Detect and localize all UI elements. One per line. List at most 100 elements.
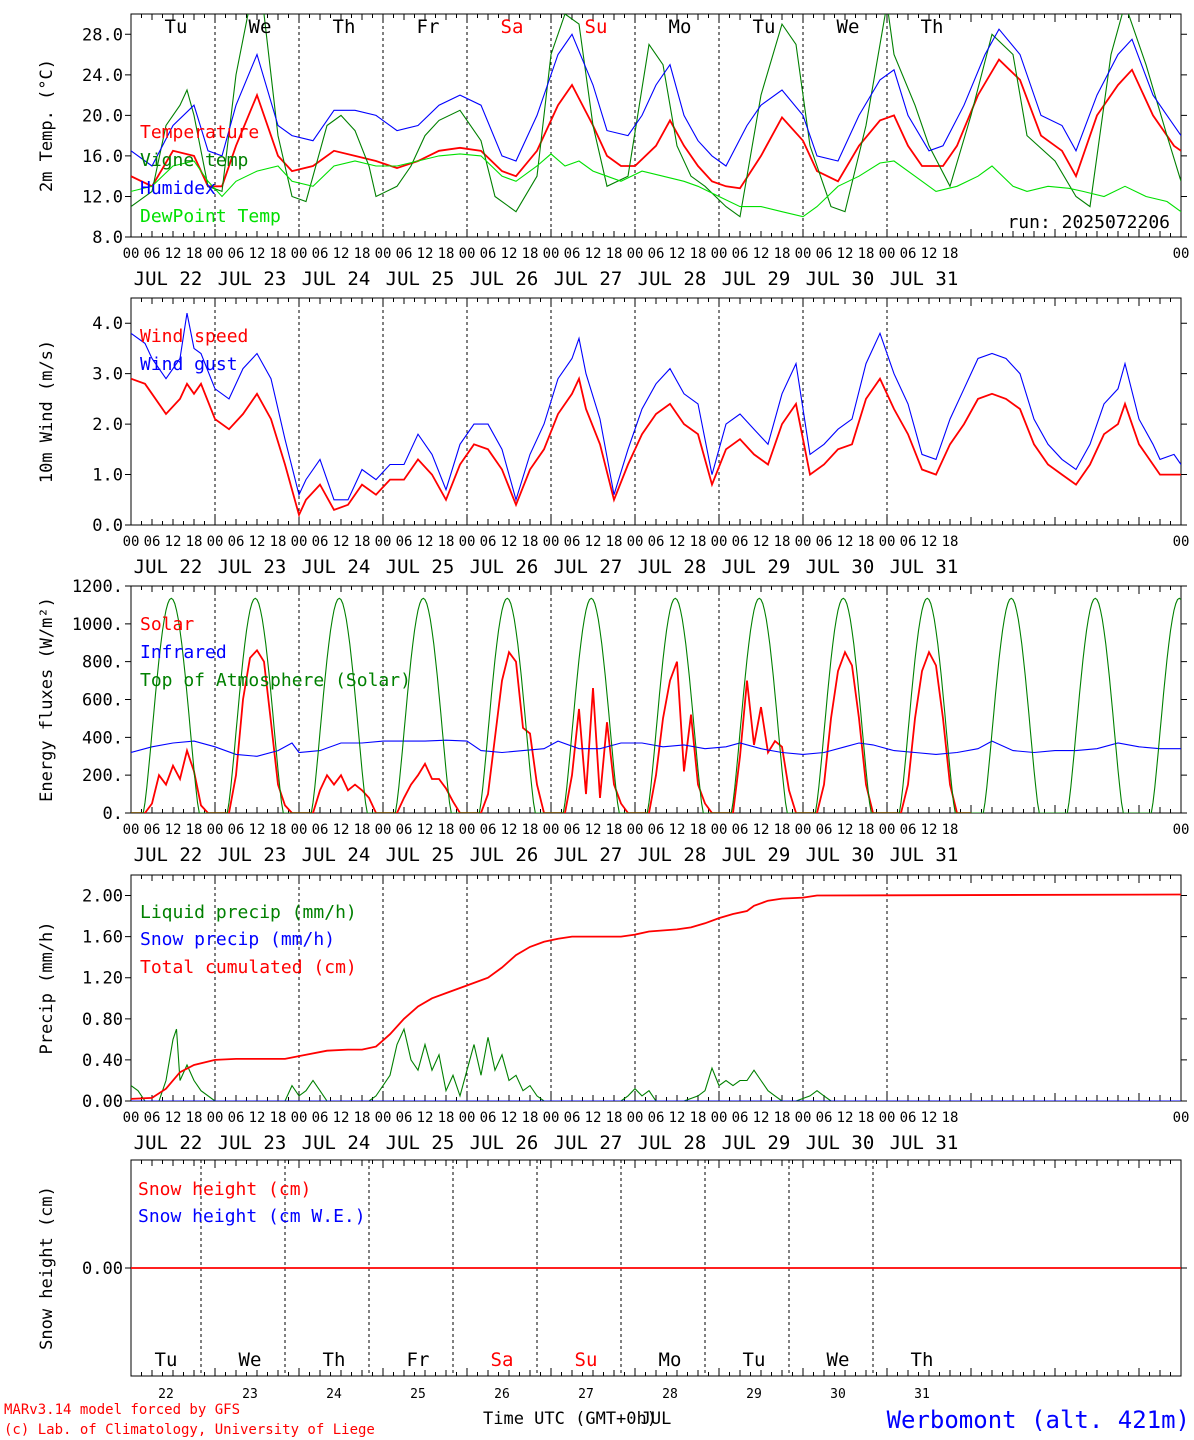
series-group: [131, 893, 1181, 1101]
date-label: JUL 31: [890, 844, 959, 866]
y-tick-label: 2.00: [82, 887, 123, 907]
hour-label: 18: [438, 1110, 455, 1126]
legend-entry-1: Wind speed: [140, 326, 248, 347]
date-label: JUL 29: [722, 556, 791, 578]
day-separators: [214, 14, 888, 237]
hour-label: 06: [732, 246, 749, 262]
hour-label: 18: [942, 246, 959, 262]
date-label: JUL 24: [302, 556, 371, 578]
hour-label: 06: [144, 822, 161, 838]
hour-label: 06: [648, 534, 665, 550]
hour-label: 00: [123, 246, 140, 262]
weekday-label: We: [837, 16, 860, 38]
hour-label: 12: [333, 534, 350, 550]
weekday-label: Tu: [753, 16, 776, 38]
hour-label: 06: [312, 534, 329, 550]
series-line-2: [131, 14, 1181, 218]
hour-label: 00: [711, 246, 728, 262]
y-tick-label: 0.80: [82, 1010, 123, 1030]
hour-label: 06: [900, 1110, 917, 1126]
weekday-label: Su: [585, 16, 608, 38]
hour-label: 12: [669, 246, 686, 262]
hour-label: 06: [396, 534, 413, 550]
hour-label: 00: [711, 534, 728, 550]
hour-label: 06: [480, 1110, 497, 1126]
legend-entry-2: Infrared: [140, 642, 227, 663]
y-tick-label: 0.00: [82, 1092, 123, 1112]
weekday-label: Su: [575, 1349, 598, 1371]
weekday-label: Th: [911, 1349, 934, 1371]
hour-label: 00: [291, 534, 308, 550]
hour-label: 12: [585, 822, 602, 838]
date-label: JUL 23: [218, 556, 287, 578]
date-label: JUL 27: [554, 1132, 623, 1154]
y-axis-label: Precip (mm/h): [37, 921, 57, 1054]
hour-label: 12: [417, 1110, 434, 1126]
weekday-label: Sa: [501, 16, 524, 38]
date-label: JUL 22: [134, 556, 203, 578]
hour-label: 12: [753, 534, 770, 550]
y-axis-label: Energy fluxes (W/m²): [37, 597, 57, 802]
hour-label: 12: [417, 534, 434, 550]
weekday-label: Fr: [407, 1349, 430, 1371]
legend-entry-1: Snow height (cm): [138, 1179, 311, 1200]
weekday-label: Sa: [491, 1349, 514, 1371]
hour-label: 18: [354, 1110, 371, 1126]
y-tick-label: 24.0: [82, 66, 123, 86]
hour-label: 06: [228, 246, 245, 262]
date-label: JUL 25: [386, 556, 455, 578]
hour-label: 18: [186, 246, 203, 262]
hour-label: 12: [417, 246, 434, 262]
station-label: Werbomont (alt. 421m): [887, 1406, 1190, 1434]
time-ticks: [130, 586, 1182, 813]
hour-label: 06: [816, 822, 833, 838]
hour-label: 18: [522, 1110, 539, 1126]
weekday-label: Mo: [659, 1349, 682, 1371]
hour-label: 06: [480, 534, 497, 550]
hour-label: 06: [228, 1110, 245, 1126]
hour-label: 18: [270, 246, 287, 262]
date-label: JUL 23: [218, 844, 287, 866]
hour-label: 12: [249, 822, 266, 838]
hour-label: 18: [690, 246, 707, 262]
hour-label: 12: [333, 246, 350, 262]
y-tick-label: 4.0: [92, 314, 123, 334]
footer-credit: (c) Lab. of Climatology, University of L…: [4, 1422, 375, 1438]
hour-label: 06: [228, 822, 245, 838]
hour-label: 12: [585, 534, 602, 550]
date-label: JUL 27: [554, 556, 623, 578]
series-group: [131, 14, 1181, 218]
hour-label: 12: [669, 534, 686, 550]
date-label: JUL 30: [806, 844, 875, 866]
date-label: JUL 24: [302, 1132, 371, 1154]
hour-label: 12: [669, 1110, 686, 1126]
day-number-label: 28: [662, 1387, 678, 1402]
hour-label: 18: [774, 534, 791, 550]
weekday-label: Th: [333, 16, 356, 38]
hour-label: 12: [417, 822, 434, 838]
series-line-4: [131, 153, 1181, 218]
hour-label: 00: [459, 534, 476, 550]
hour-label: 18: [522, 534, 539, 550]
date-label: JUL 22: [134, 844, 203, 866]
date-label: JUL 30: [806, 556, 875, 578]
hour-label: 12: [837, 246, 854, 262]
y-tick-label: 1.20: [82, 969, 123, 989]
hour-label: 06: [648, 822, 665, 838]
hour-label: 18: [858, 822, 875, 838]
hour-label: 06: [816, 246, 833, 262]
hour-label: 06: [312, 822, 329, 838]
hour-label: 00: [291, 1110, 308, 1126]
hour-label: 18: [270, 822, 287, 838]
legend-entry-3: Total cumulated (cm): [140, 957, 357, 978]
hour-label: 06: [732, 1110, 749, 1126]
series-line-3: [131, 893, 1181, 1100]
date-label: JUL 28: [638, 268, 707, 290]
legend-entry-2: Vigne temp: [140, 150, 248, 171]
day-number-label: 24: [326, 1387, 342, 1402]
y-tick-label: 12.0: [82, 187, 123, 207]
series-line-1: [131, 1027, 1181, 1101]
hour-label: 18: [858, 1110, 875, 1126]
weekday-label: Tu: [165, 16, 188, 38]
